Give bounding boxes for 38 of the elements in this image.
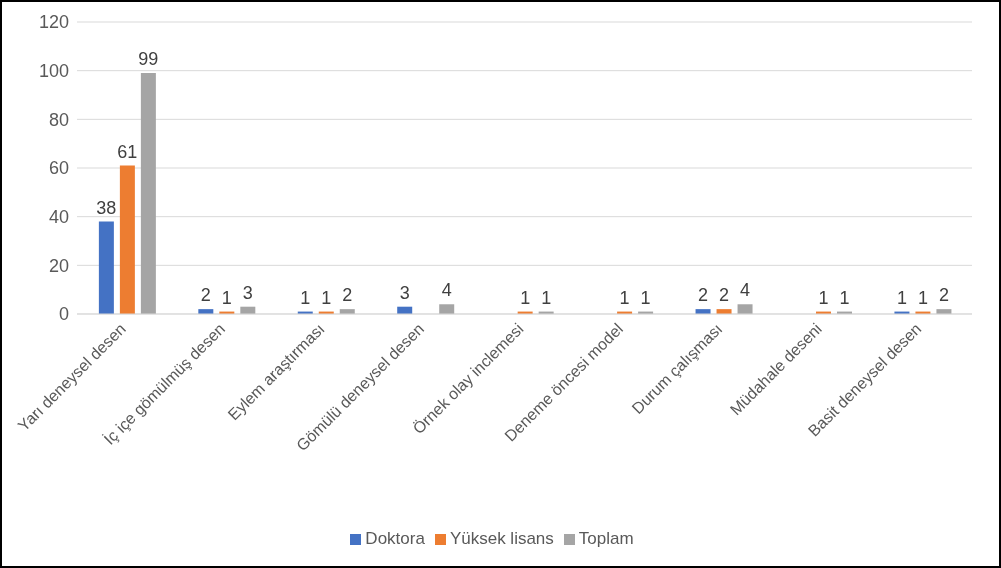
data-label: 3 <box>242 282 253 303</box>
bar <box>98 221 114 314</box>
data-label: 2 <box>698 285 709 306</box>
data-label: 1 <box>818 287 829 308</box>
data-label: 4 <box>441 280 452 301</box>
data-label: 1 <box>321 287 332 308</box>
data-label: 1 <box>221 287 232 308</box>
y-tick-label: 100 <box>38 61 69 82</box>
y-tick-label: 0 <box>58 304 69 325</box>
legend-label: Doktora <box>365 529 425 548</box>
bar <box>737 304 753 314</box>
bar <box>140 73 156 314</box>
y-tick-label: 40 <box>48 207 69 228</box>
y-tick-label: 20 <box>48 255 69 276</box>
bar <box>119 165 135 314</box>
data-label: 1 <box>917 287 928 308</box>
data-label: 2 <box>200 285 211 306</box>
legend-label: Toplam <box>578 529 634 548</box>
data-label: 1 <box>541 287 552 308</box>
data-label: 1 <box>619 287 630 308</box>
data-label: 1 <box>640 287 651 308</box>
data-label: 99 <box>138 49 159 70</box>
data-label: 1 <box>896 287 907 308</box>
data-label: 2 <box>342 285 353 306</box>
y-tick-label: 60 <box>48 158 69 179</box>
bar <box>439 304 455 314</box>
data-label: 4 <box>740 280 751 301</box>
data-label: 38 <box>96 197 117 218</box>
data-label: 2 <box>719 285 730 306</box>
data-label: 1 <box>520 287 531 308</box>
data-label: 61 <box>117 141 138 162</box>
data-label: 2 <box>938 285 949 306</box>
legend-label: Yüksek lisans <box>449 529 554 548</box>
data-label: 3 <box>399 282 410 303</box>
data-label: 1 <box>839 287 850 308</box>
data-label: 1 <box>300 287 311 308</box>
y-tick-label: 80 <box>48 109 69 130</box>
y-tick-label: 120 <box>38 12 69 33</box>
